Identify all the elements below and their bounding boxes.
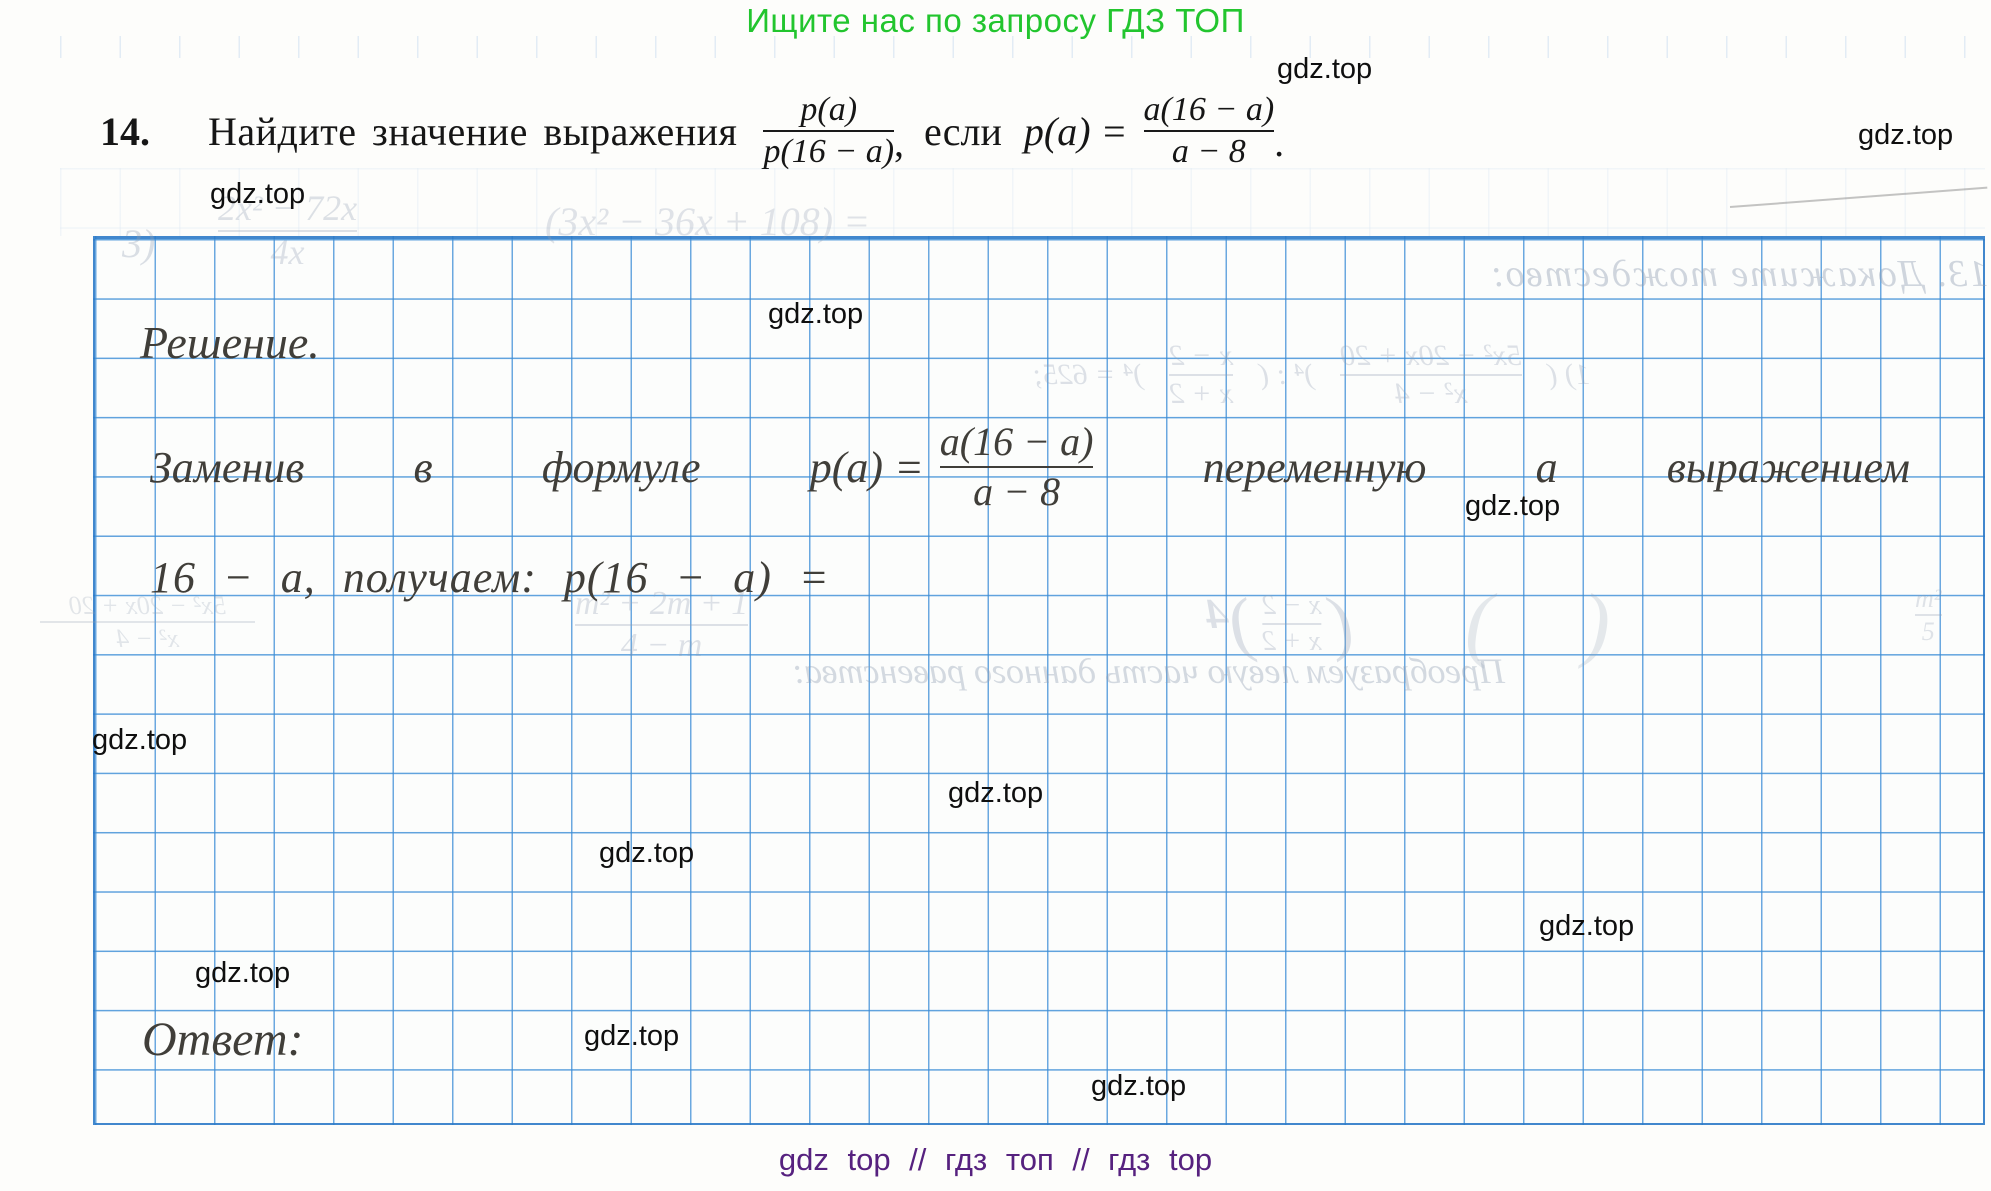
solution-line-result: 16 − а, получаем: р(16 − а) = bbox=[150, 553, 830, 602]
solution-line-substitution: Заменив в формуле p(a) = a(16 − a) a − 8… bbox=[150, 403, 1910, 531]
ghost-numerator: x − 2 bbox=[1169, 339, 1233, 372]
ghost-fraction-bar bbox=[1915, 614, 1942, 617]
function-lhs: p(a) = bbox=[1023, 108, 1128, 154]
problem-prompt: Найдите значение выражения bbox=[208, 108, 738, 154]
ghost-denominator: 4 − m bbox=[620, 626, 703, 664]
fraction-numerator: a(16 − a) bbox=[939, 418, 1094, 464]
fraction-bar bbox=[763, 129, 895, 133]
problem-fraction-1: p(a) p(16 − a) bbox=[763, 91, 895, 171]
ghost-fraction-bar bbox=[575, 623, 749, 626]
gdztop-watermark: gdz.top bbox=[1858, 119, 1954, 151]
ghost-denominator: x² − 4 bbox=[116, 624, 179, 653]
gdztop-watermark: gdz.top bbox=[599, 837, 695, 869]
gdztop-watermark: gdz.top bbox=[1539, 910, 1635, 942]
ghost-fraction-bar bbox=[40, 621, 255, 624]
ghost-text: )⁴ : ( bbox=[1258, 357, 1315, 391]
gdztop-watermark: gdz.top bbox=[1465, 490, 1561, 522]
ghost-denominator: x + 2 bbox=[1262, 625, 1322, 657]
solution-heading: Решение. bbox=[140, 317, 320, 368]
gdztop-watermark: gdz.top bbox=[210, 178, 306, 210]
ghost-fraction: m² + 2m + 1 4 − m bbox=[575, 585, 749, 664]
grid-sheet bbox=[93, 236, 1985, 1125]
fraction-numerator: p(a) bbox=[800, 91, 858, 129]
ghost-fraction: 2x² − 72x 4x bbox=[218, 188, 358, 272]
answer-label: Ответ: bbox=[142, 1013, 304, 1066]
word: формуле bbox=[541, 442, 701, 492]
ghost-denominator: 4x bbox=[270, 231, 305, 272]
problem-statement: 14. Найдите значение выражения p(a) p(16… bbox=[100, 76, 1284, 186]
ghost-fraction: m² 5 bbox=[1915, 585, 1942, 646]
ghost-mirrored-title: 13. Докажите тождество: bbox=[1488, 253, 1988, 295]
ghost-numerator: 5x² − 20x + 20 bbox=[1340, 339, 1522, 372]
ghost-fraction: 5x² − 20x + 20 x² − 4 bbox=[1340, 339, 1522, 410]
word: переменную bbox=[1202, 442, 1427, 492]
gdztop-watermark: gdz.top bbox=[195, 957, 291, 989]
gdztop-watermark: gdz.top bbox=[768, 298, 864, 330]
ghost-numerator: m² + 2m + 1 bbox=[575, 585, 749, 622]
faint-grid-strip bbox=[60, 36, 1991, 58]
ghost-fraction: x − 2 x + 2 bbox=[1169, 339, 1233, 410]
fraction-denominator: a − 8 bbox=[973, 469, 1061, 515]
ghost-fraction-bar bbox=[1169, 373, 1233, 376]
fraction-bar bbox=[939, 465, 1094, 469]
ghost-paren: )⁴ bbox=[1205, 583, 1255, 663]
gdztop-watermark: gdz.top bbox=[948, 777, 1044, 809]
ghost-fraction: x − 2 x + 2 bbox=[1262, 590, 1322, 657]
formula-group: p(a) = a(16 − a) a − 8 bbox=[809, 418, 1094, 515]
word: а bbox=[1535, 442, 1558, 492]
problem-fraction-2: a(16 − a) a − 8 bbox=[1143, 91, 1275, 171]
gdztop-watermark: gdz.top bbox=[1091, 1070, 1187, 1102]
function-lhs: p(a) = bbox=[809, 442, 924, 492]
ghost-parens: ( ) bbox=[1465, 577, 1644, 670]
ghost-fraction-bar bbox=[1262, 622, 1322, 625]
ghost-expression: (3x² − 36x + 108) = bbox=[545, 199, 871, 244]
word: выражением bbox=[1666, 442, 1910, 492]
problem-number: 14. bbox=[100, 108, 150, 154]
promo-banner: Ищите нас по запросу ГДЗ ТОП bbox=[746, 2, 1245, 39]
ghost-numerator: 2x² − 72x bbox=[218, 188, 358, 228]
gdztop-watermark: gdz.top bbox=[1277, 53, 1373, 85]
gdztop-watermark: gdz.top bbox=[584, 1020, 680, 1052]
solution-fraction: a(16 − a) a − 8 bbox=[939, 418, 1094, 515]
ghost-item-number: 3) bbox=[122, 221, 156, 266]
fraction-bar bbox=[1143, 129, 1275, 133]
fraction-denominator: a − 8 bbox=[1171, 133, 1246, 171]
ghost-text: )⁴ = 625; bbox=[1032, 357, 1144, 391]
period: . bbox=[1274, 120, 1285, 165]
ghost-denominator: 5 bbox=[1921, 617, 1935, 647]
if-word: если bbox=[924, 108, 1002, 154]
ghost-numerator: x − 2 bbox=[1262, 590, 1322, 622]
ghost-text: 1) ( bbox=[1547, 357, 1590, 391]
ghost-numerator: m² bbox=[1915, 584, 1942, 613]
ghost-fraction-bar bbox=[218, 229, 358, 232]
fraction-denominator: p(16 − a) bbox=[763, 133, 895, 171]
word: в bbox=[413, 442, 433, 492]
ghost-fraction-bar bbox=[1340, 373, 1522, 376]
ghost-paren-fraction: ( x − 2 x + 2 )⁴ bbox=[1205, 582, 1353, 665]
fraction-numerator: a(16 − a) bbox=[1143, 91, 1275, 129]
comma: , bbox=[894, 120, 905, 165]
gdztop-watermark: gdz.top bbox=[92, 724, 188, 756]
faint-grid-band bbox=[60, 168, 1985, 236]
ghost-paren: ( bbox=[1329, 583, 1354, 663]
footer-promo: gdz top // гдз топ // гдз top bbox=[778, 1142, 1213, 1177]
word: Заменив bbox=[150, 442, 305, 492]
